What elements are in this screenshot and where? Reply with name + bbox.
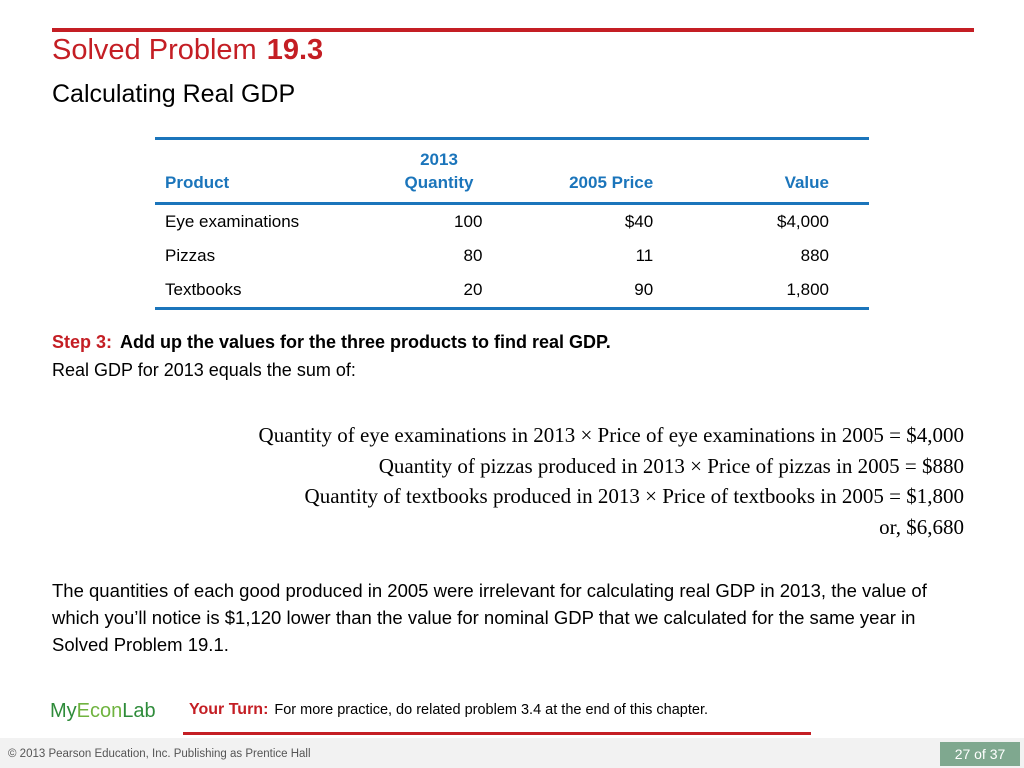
header-value: Value (784, 173, 829, 192)
logo-lab: Lab (122, 700, 156, 722)
step-subtext: Real GDP for 2013 equals the sum of: (52, 360, 356, 380)
table-row: Eye examinations 100 $40 $4,000 (155, 204, 869, 240)
equation-line: Quantity of textbooks produced in 2013 ×… (304, 484, 964, 508)
your-turn-label: Your Turn: (189, 701, 269, 718)
cell-product: Eye examinations (165, 212, 300, 231)
cell-quantity: 80 (463, 246, 483, 265)
cell-value: 880 (800, 246, 829, 265)
logo-my: My (50, 700, 77, 722)
step-label: Step 3: (52, 332, 113, 352)
equation-line: Quantity of pizzas produced in 2013 × Pr… (378, 453, 964, 478)
cell-price: 90 (634, 280, 654, 299)
equation-block: Quantity of eye examinations in 2013 × P… (259, 420, 964, 542)
table-header-row: Product 2013 Quantity 2005 Price Value (155, 138, 869, 204)
slide-subtitle: Calculating Real GDP (52, 80, 296, 108)
cell-price: 11 (635, 246, 654, 265)
cell-price: $40 (624, 212, 654, 231)
header-price: 2005 Price (569, 173, 654, 192)
cell-value: 1,800 (786, 280, 829, 299)
page-number-badge: 27 of 37 (940, 742, 1020, 766)
header-product: Product (165, 173, 230, 192)
bottom-rule (183, 732, 811, 735)
copyright-text: © 2013 Pearson Education, Inc. Publishin… (8, 748, 311, 760)
slide-title: Solved Problem 19.3 (52, 34, 323, 67)
cell-quantity: 20 (463, 280, 483, 299)
header-quantity-year: 2013 (420, 150, 458, 169)
problem-number: 19.3 (266, 34, 324, 66)
cell-product: Textbooks (165, 280, 242, 299)
cell-quantity: 100 (454, 212, 483, 231)
title-text: Solved Problem (52, 34, 257, 66)
equation-total: or, $6,680 (879, 514, 964, 539)
explanation-paragraph: The quantities of each good produced in … (52, 580, 927, 655)
top-rule (52, 28, 974, 32)
step-text: Add up the values for the three products… (120, 332, 611, 352)
equation-line: Quantity of eye examinations in 2013 × P… (258, 423, 964, 447)
cell-value: $4,000 (777, 212, 829, 231)
header-quantity-label: Quantity (404, 173, 474, 192)
your-turn-note: Your Turn: For more practice, do related … (189, 701, 708, 719)
step-heading: Step 3: Add up the values for the three p… (52, 332, 611, 353)
table-row: Pizzas 80 11 880 (155, 239, 869, 273)
footer-band (0, 738, 1024, 768)
table-row: Textbooks 20 90 1,800 (155, 273, 869, 309)
header-quantity: 2013 Quantity (386, 139, 493, 204)
your-turn-text: For more practice, do related problem 3.… (274, 702, 709, 718)
gdp-table: Product 2013 Quantity 2005 Price Value E… (155, 137, 869, 310)
logo-econ: Econ (76, 700, 123, 722)
myeconlab-logo[interactable]: MyEconLab (50, 700, 156, 723)
cell-product: Pizzas (165, 246, 216, 265)
